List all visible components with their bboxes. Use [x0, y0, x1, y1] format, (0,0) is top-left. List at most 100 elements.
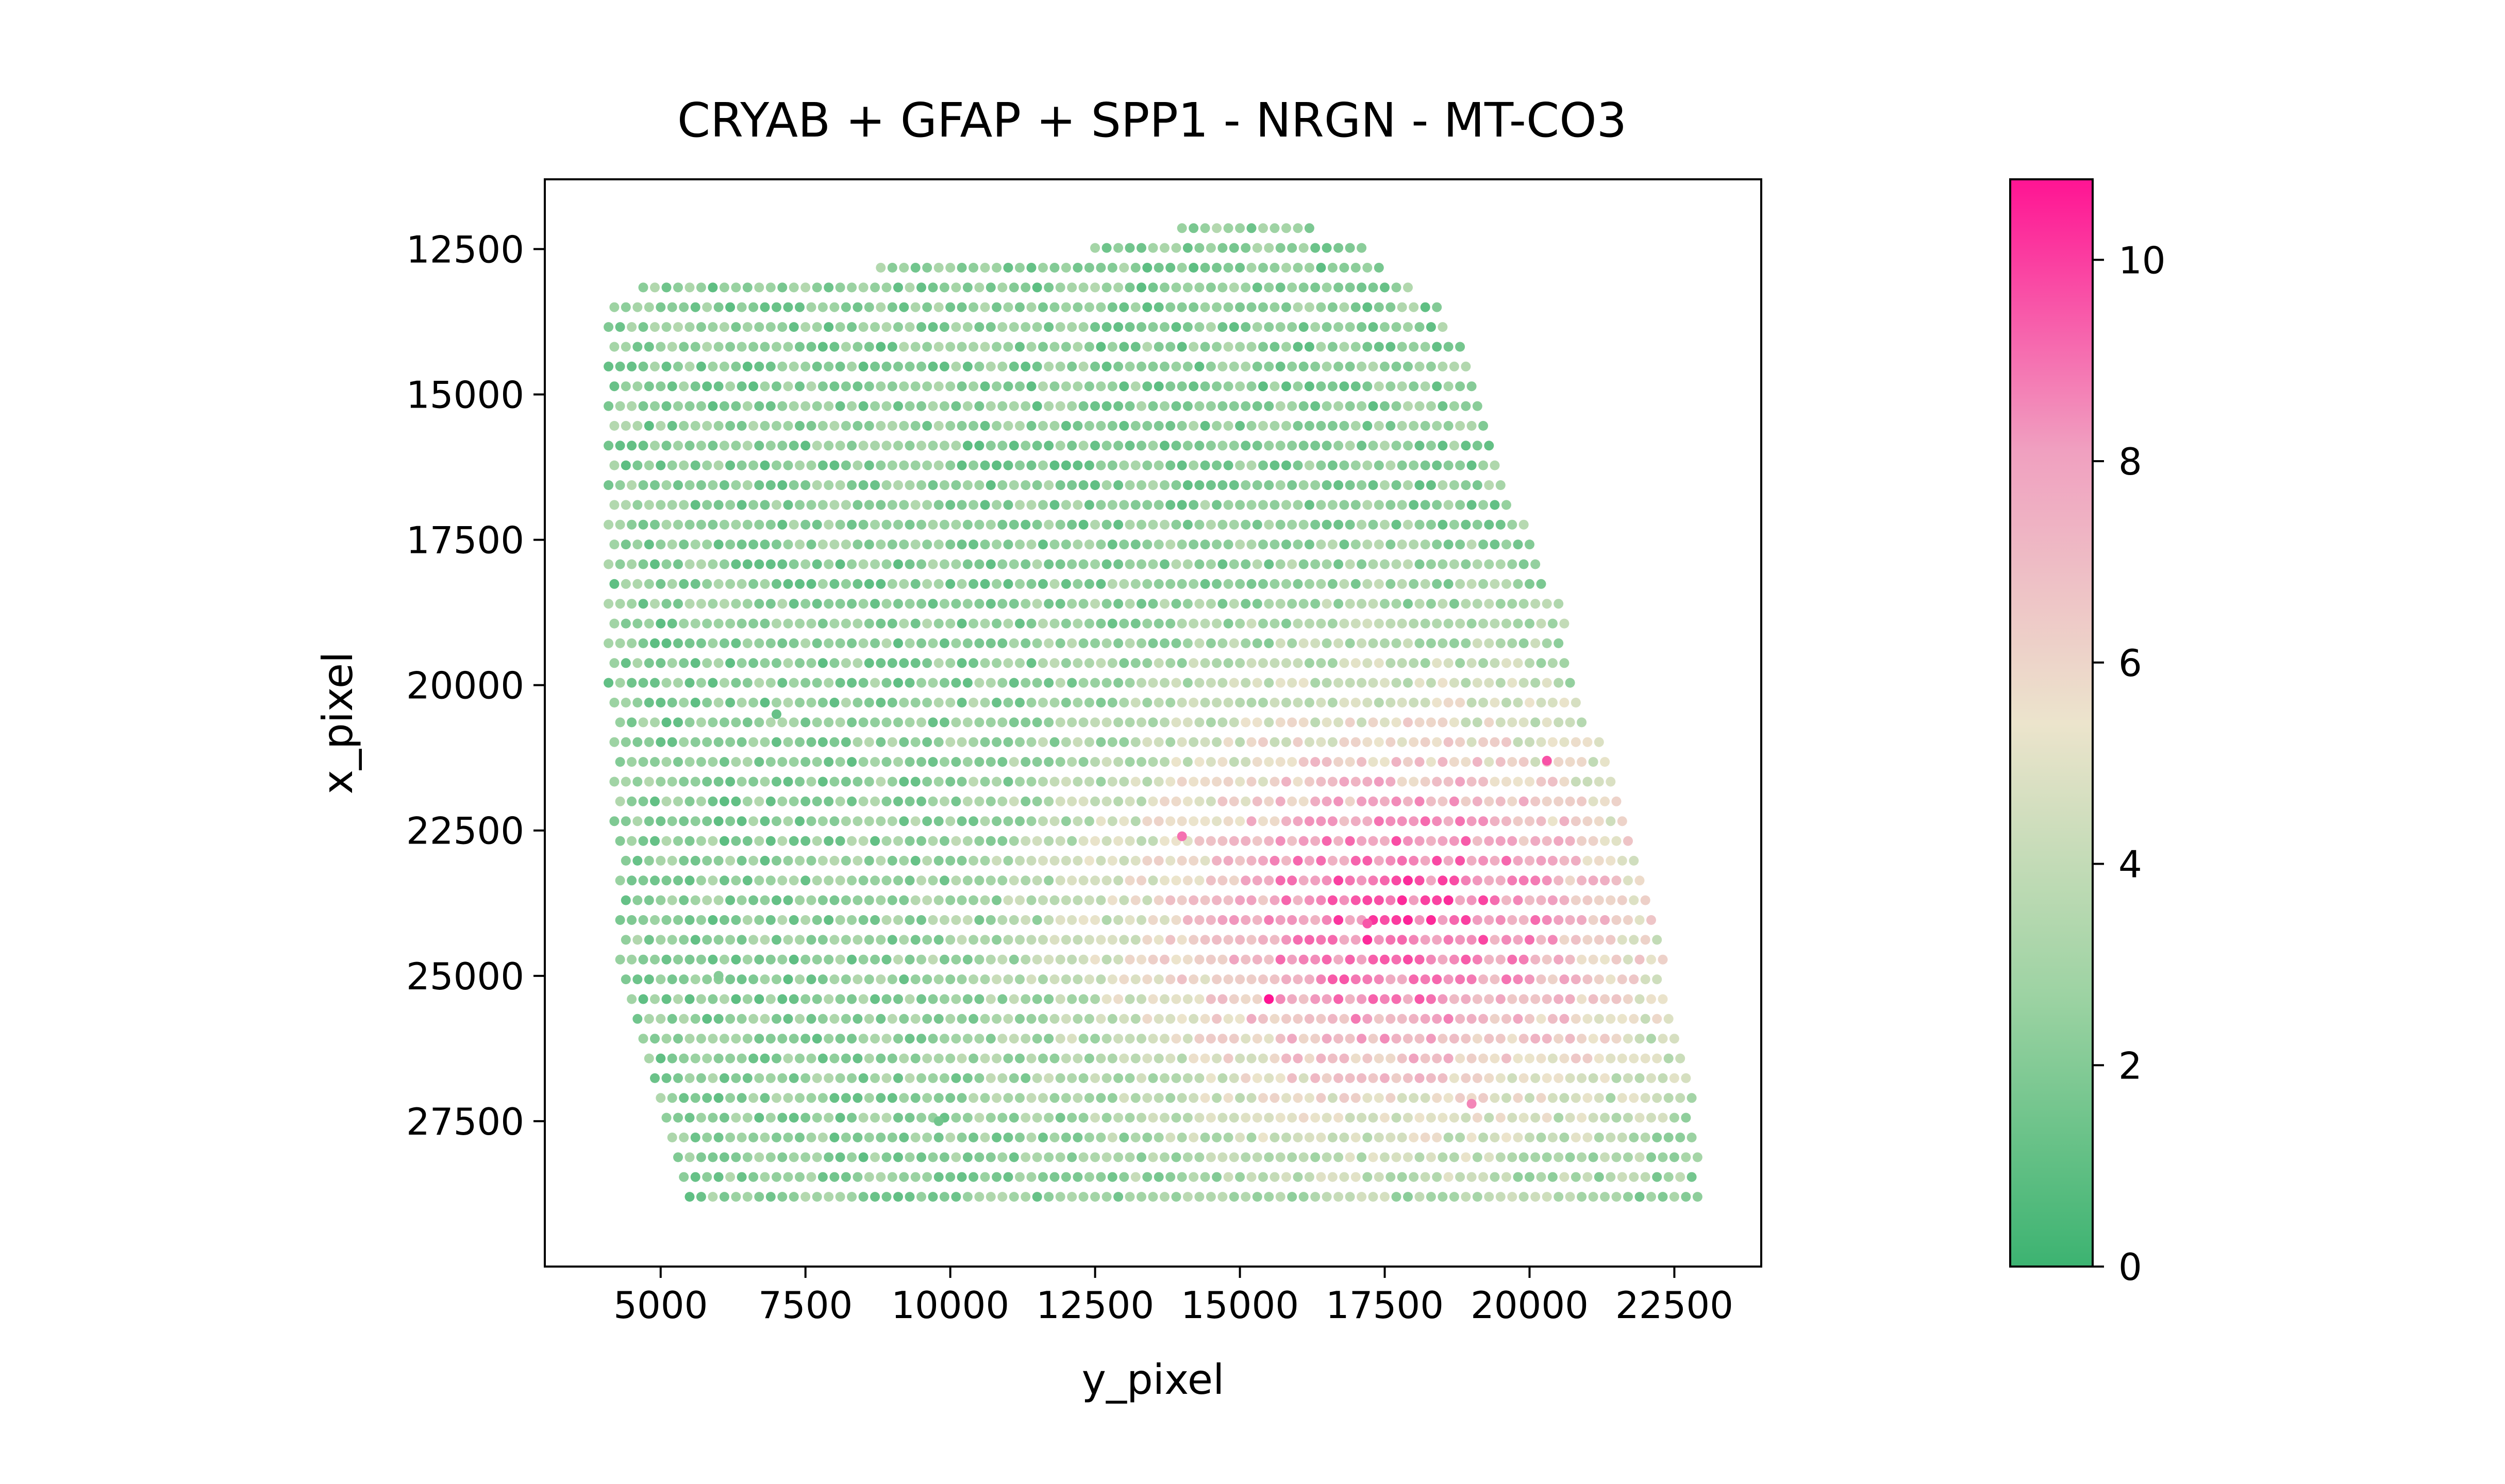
spot — [1443, 777, 1454, 787]
spot — [1171, 994, 1181, 1004]
spot — [1357, 678, 1367, 688]
spot — [829, 658, 840, 668]
spot — [667, 816, 677, 827]
spot — [1634, 1073, 1645, 1083]
spot — [1455, 539, 1465, 550]
spot — [1200, 381, 1210, 392]
spot — [1362, 263, 1373, 273]
spot — [1455, 935, 1465, 945]
spot — [1547, 895, 1558, 905]
spot — [765, 678, 776, 688]
spot — [638, 875, 648, 886]
spot — [1449, 1112, 1459, 1123]
spot — [690, 420, 700, 431]
spot — [910, 381, 921, 392]
spot — [1478, 500, 1489, 510]
spot — [1350, 737, 1361, 747]
spot — [864, 381, 874, 392]
spot — [881, 757, 892, 767]
spot — [789, 954, 799, 965]
spot — [1049, 895, 1060, 905]
spot — [737, 579, 747, 589]
spot — [1182, 796, 1193, 806]
spot — [772, 342, 781, 352]
spot — [1409, 500, 1419, 510]
colorbar-tick-label: 10 — [2118, 239, 2166, 282]
spot — [1067, 1192, 1077, 1202]
spot — [864, 658, 874, 668]
spot — [1380, 994, 1390, 1004]
spot — [1252, 1152, 1262, 1162]
spot — [1530, 875, 1541, 886]
spot — [939, 638, 949, 648]
spot — [1466, 500, 1477, 510]
spot — [1536, 895, 1546, 905]
spot — [1461, 1152, 1471, 1162]
spot — [1182, 401, 1193, 411]
spot — [1026, 420, 1037, 431]
spot — [1189, 223, 1199, 233]
spot — [1084, 1014, 1094, 1024]
spot — [777, 361, 788, 372]
spot — [1044, 441, 1054, 451]
spot — [754, 1034, 764, 1044]
spot — [1333, 1192, 1344, 1202]
spot — [1073, 777, 1083, 787]
spot — [1130, 895, 1141, 905]
spot — [1310, 441, 1321, 451]
spot — [1322, 1034, 1332, 1044]
spot — [1594, 1172, 1604, 1182]
spot — [667, 500, 677, 510]
spot — [1177, 618, 1187, 629]
spot — [684, 441, 695, 451]
spot — [1374, 460, 1384, 470]
spot — [881, 322, 892, 332]
spot — [800, 796, 811, 806]
spot — [847, 361, 857, 372]
spot — [1582, 777, 1593, 787]
spot — [945, 658, 956, 668]
spot — [667, 895, 677, 905]
spot — [1518, 994, 1529, 1004]
spot — [1362, 974, 1373, 985]
spot — [1119, 935, 1129, 945]
spot — [1345, 599, 1355, 609]
spot — [1327, 1093, 1338, 1103]
spot — [1374, 539, 1384, 550]
spot — [1298, 994, 1309, 1004]
spot — [1160, 480, 1170, 490]
spot — [1501, 698, 1511, 707]
spot — [1530, 559, 1541, 569]
spot — [1154, 658, 1164, 668]
spot — [1032, 757, 1042, 767]
colorbar-tick-label: 8 — [2118, 440, 2142, 483]
spot — [922, 1014, 932, 1024]
spot — [1003, 1014, 1013, 1024]
spot — [853, 539, 863, 550]
spot — [1461, 796, 1471, 806]
spot — [1264, 480, 1274, 490]
spot — [1611, 1152, 1622, 1162]
spot — [1217, 954, 1228, 965]
spot — [951, 796, 961, 806]
spot — [1101, 757, 1112, 767]
spot — [893, 361, 903, 372]
spot — [974, 322, 984, 332]
spot — [731, 836, 741, 846]
spot — [1246, 935, 1257, 945]
spot — [1362, 698, 1373, 707]
spot — [1461, 836, 1471, 846]
spot — [696, 1112, 706, 1123]
spot — [713, 1172, 724, 1182]
spot — [1113, 875, 1124, 886]
spot — [829, 935, 840, 945]
spot — [986, 559, 996, 569]
spot — [1223, 816, 1233, 827]
spot — [1281, 816, 1291, 827]
spot — [1189, 1172, 1199, 1182]
spot — [1009, 1152, 1019, 1162]
spot — [1246, 579, 1257, 589]
spot — [1322, 480, 1332, 490]
spot — [656, 1014, 666, 1024]
spot — [1084, 460, 1094, 470]
